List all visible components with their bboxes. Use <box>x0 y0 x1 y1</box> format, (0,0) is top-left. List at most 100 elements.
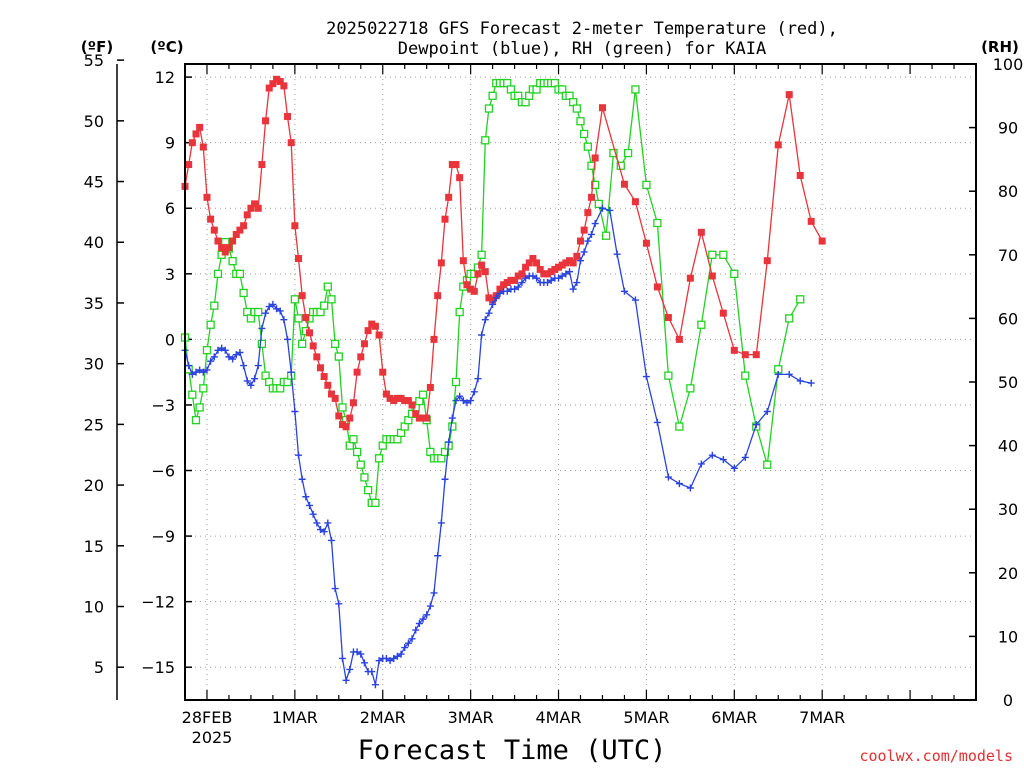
data-point <box>555 263 563 271</box>
data-point <box>207 215 215 223</box>
data-point <box>583 142 592 151</box>
data-point <box>796 295 805 304</box>
data-point <box>434 292 442 300</box>
data-point <box>309 510 317 518</box>
data-point <box>441 475 449 483</box>
data-point <box>320 528 328 536</box>
data-point <box>613 250 621 258</box>
data-point <box>368 320 376 328</box>
data-point <box>598 204 606 212</box>
data-point <box>284 112 292 120</box>
data-point <box>298 475 306 483</box>
data-point <box>485 309 493 317</box>
data-point <box>280 82 288 90</box>
data-point <box>518 279 526 287</box>
data-point <box>349 435 358 444</box>
data-point <box>474 270 482 278</box>
data-point <box>404 397 412 405</box>
series-rh <box>180 78 805 507</box>
data-point <box>196 366 204 374</box>
data-point <box>418 390 428 399</box>
data-point <box>382 390 390 398</box>
rh-tick-label: 80 <box>998 182 1018 201</box>
data-point <box>415 414 423 422</box>
data-point <box>686 274 694 282</box>
data-point <box>214 346 222 354</box>
rh-tick-label: 10 <box>998 627 1018 646</box>
data-point <box>419 615 427 623</box>
data-point <box>262 117 270 125</box>
data-point <box>675 480 683 488</box>
data-point <box>697 320 706 329</box>
data-point <box>258 324 266 332</box>
data-point <box>590 180 600 189</box>
celsius-tick-label: 0 <box>165 330 175 349</box>
data-point <box>298 339 307 348</box>
data-point <box>221 248 229 256</box>
data-point <box>455 307 464 317</box>
data-point <box>393 652 401 660</box>
data-point <box>451 377 461 387</box>
data-point <box>254 204 262 212</box>
data-point <box>225 244 233 252</box>
data-point <box>324 381 332 389</box>
data-point <box>203 366 211 374</box>
fahrenheit-tick-label: 30 <box>84 355 104 374</box>
data-point <box>349 399 357 407</box>
celsius-tick-label: −15 <box>141 658 175 677</box>
data-point <box>547 268 555 276</box>
data-point <box>496 285 504 293</box>
data-point <box>316 364 324 372</box>
data-point <box>642 239 650 247</box>
data-point <box>360 473 369 482</box>
data-point <box>404 639 412 647</box>
data-point <box>566 268 574 276</box>
data-point <box>478 331 486 339</box>
data-point <box>290 295 300 304</box>
data-point <box>514 272 522 280</box>
data-point <box>306 329 314 337</box>
data-point <box>785 370 793 378</box>
data-point <box>338 403 347 412</box>
data-point <box>386 394 394 402</box>
celsius-tick-label: 9 <box>165 134 175 153</box>
data-point <box>485 294 493 302</box>
data-point <box>514 283 522 291</box>
data-point <box>522 274 530 282</box>
celsius-tick-label: −9 <box>151 527 175 546</box>
data-point <box>397 394 405 402</box>
fahrenheit-tick-label: 5 <box>94 658 104 677</box>
data-point <box>363 485 373 495</box>
fahrenheit-tick-label: 45 <box>84 173 104 192</box>
data-point <box>598 104 606 112</box>
data-point <box>730 269 739 279</box>
data-point <box>459 257 467 265</box>
data-point <box>235 269 245 279</box>
data-point <box>719 250 728 259</box>
data-point <box>327 295 336 304</box>
data-point <box>653 283 661 291</box>
data-point <box>306 501 314 509</box>
data-point <box>481 268 489 276</box>
data-point <box>467 285 475 293</box>
data-point <box>452 397 460 405</box>
data-point <box>273 305 281 313</box>
fahrenheit-tick-label: 50 <box>84 112 104 131</box>
chart-title-line1: 2025022718 GFS Forecast 2-meter Temperat… <box>326 19 838 39</box>
data-point <box>573 252 581 260</box>
data-point <box>338 654 346 662</box>
data-point <box>225 353 233 361</box>
data-point <box>522 263 530 271</box>
data-point <box>631 198 639 206</box>
data-point <box>741 453 749 461</box>
data-point <box>529 255 537 263</box>
data-point <box>191 416 201 425</box>
data-point <box>364 327 372 335</box>
fahrenheit-unit-label: (ºF) <box>81 38 113 56</box>
data-point <box>536 265 544 273</box>
data-point <box>338 421 346 429</box>
data-point <box>489 296 497 304</box>
data-point <box>533 274 541 282</box>
data-point <box>430 335 438 343</box>
